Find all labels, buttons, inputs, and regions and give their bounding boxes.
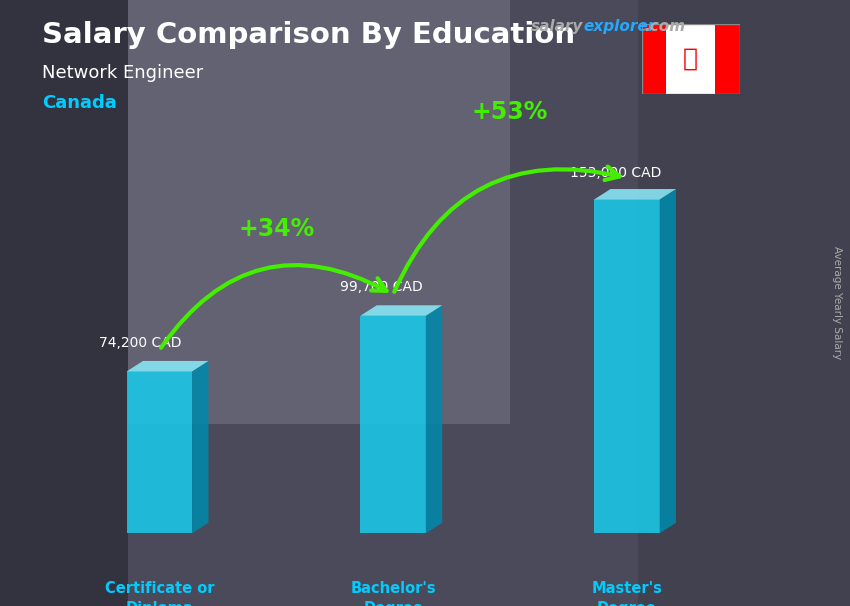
Polygon shape — [594, 189, 676, 199]
Text: Salary Comparison By Education: Salary Comparison By Education — [42, 21, 575, 49]
Text: 74,200 CAD: 74,200 CAD — [99, 336, 182, 350]
Text: 153,000 CAD: 153,000 CAD — [570, 166, 661, 180]
Bar — [128, 0, 510, 424]
Bar — [642, 24, 666, 94]
Text: explorer: explorer — [583, 19, 655, 35]
Polygon shape — [660, 189, 676, 533]
Bar — [0, 0, 128, 606]
Text: Certificate or
Diploma: Certificate or Diploma — [105, 581, 214, 606]
Polygon shape — [594, 199, 660, 533]
Text: 99,700 CAD: 99,700 CAD — [340, 280, 422, 294]
Bar — [715, 24, 740, 94]
Polygon shape — [360, 316, 426, 533]
Text: Average Yearly Salary: Average Yearly Salary — [832, 247, 842, 359]
Text: +34%: +34% — [238, 216, 314, 241]
Polygon shape — [360, 305, 442, 316]
Text: Master's
Degree: Master's Degree — [592, 581, 662, 606]
Bar — [638, 0, 850, 606]
Text: Bachelor's
Degree: Bachelor's Degree — [350, 581, 436, 606]
Text: salary: salary — [531, 19, 584, 35]
Text: +53%: +53% — [472, 100, 548, 124]
Text: 🍁: 🍁 — [683, 47, 698, 71]
Text: Canada: Canada — [42, 94, 117, 112]
Polygon shape — [426, 305, 442, 533]
Polygon shape — [127, 371, 192, 533]
Text: .com: .com — [644, 19, 685, 35]
Text: Network Engineer: Network Engineer — [42, 64, 204, 82]
Polygon shape — [127, 361, 208, 371]
Polygon shape — [192, 361, 208, 533]
